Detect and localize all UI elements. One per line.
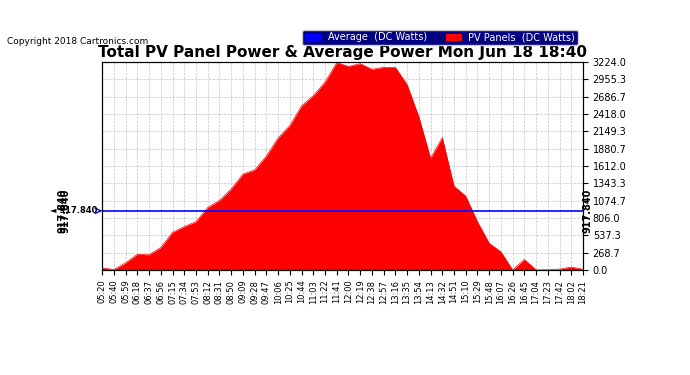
Legend: Average  (DC Watts), PV Panels  (DC Watts): Average (DC Watts), PV Panels (DC Watts) [302, 30, 578, 45]
Text: 917.840: 917.840 [61, 189, 71, 233]
Text: 917.840: 917.840 [57, 189, 68, 233]
Text: Copyright 2018 Cartronics.com: Copyright 2018 Cartronics.com [7, 38, 148, 46]
Text: ◄ 917.840: ◄ 917.840 [50, 206, 97, 215]
Title: Total PV Panel Power & Average Power Mon Jun 18 18:40: Total PV Panel Power & Average Power Mon… [98, 45, 587, 60]
Text: 917.840: 917.840 [583, 189, 593, 233]
